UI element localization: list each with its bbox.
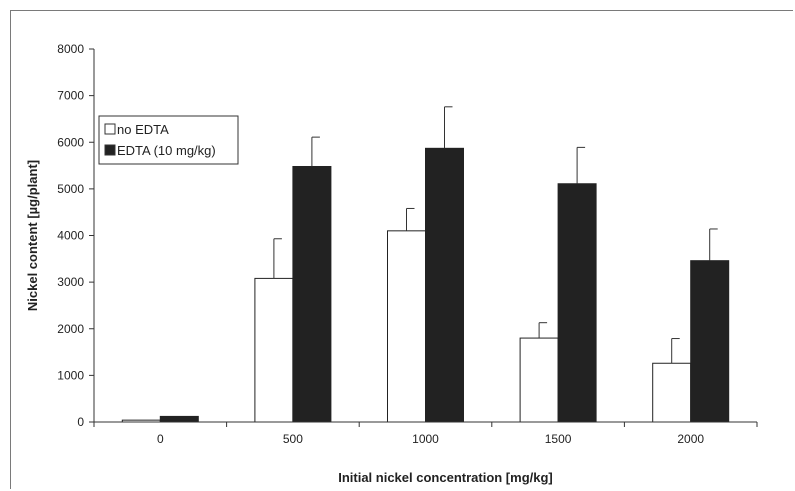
bar-no-edta-1000 (388, 231, 426, 422)
bar-edta-1000 (426, 148, 464, 422)
bar-no-edta-2000 (653, 363, 691, 422)
bar-edta-500 (293, 166, 331, 422)
bar-no-edta-1500 (520, 338, 558, 422)
bar-edta-0 (160, 416, 198, 422)
legend-swatch-no-edta (105, 124, 115, 134)
y-tick-label: 7000 (57, 89, 84, 103)
x-tick-label: 1000 (412, 432, 439, 446)
legend-label-edta: EDTA (10 mg/kg) (117, 143, 216, 158)
x-tick-label: 0 (157, 432, 164, 446)
x-tick-label: 1500 (545, 432, 572, 446)
x-axis-ticks: 0 500 1000 1500 2000 (94, 422, 757, 446)
y-tick-label: 0 (77, 415, 84, 429)
bar-no-edta-500 (255, 278, 293, 422)
bar-edta-2000 (691, 261, 729, 422)
y-tick-label: 2000 (57, 322, 84, 336)
x-axis-title: Initial nickel concentration [mg/kg] (338, 470, 553, 485)
y-tick-label: 1000 (57, 368, 84, 382)
y-axis-ticks: 0 1000 2000 3000 4000 5000 6000 7000 8000 (57, 42, 94, 429)
y-tick-label: 6000 (57, 135, 84, 149)
y-axis-title: Nickel content [µg/plant] (25, 160, 40, 311)
x-tick-label: 2000 (677, 432, 704, 446)
legend: no EDTA EDTA (10 mg/kg) (99, 116, 238, 164)
y-tick-label: 3000 (57, 275, 84, 289)
y-tick-label: 8000 (57, 42, 84, 56)
legend-swatch-edta (105, 145, 115, 155)
bar-edta-1500 (558, 184, 596, 422)
x-tick-label: 500 (283, 432, 303, 446)
y-tick-label: 5000 (57, 182, 84, 196)
y-tick-label: 4000 (57, 229, 84, 243)
legend-label-no-edta: no EDTA (117, 122, 169, 137)
